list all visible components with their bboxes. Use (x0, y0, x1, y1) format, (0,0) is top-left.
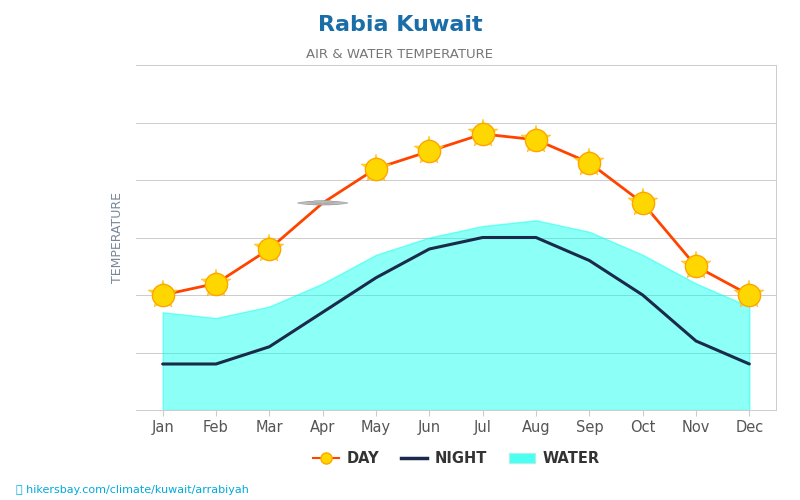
Circle shape (304, 201, 342, 205)
Legend: DAY, NIGHT, WATER: DAY, NIGHT, WATER (307, 445, 605, 471)
Circle shape (324, 202, 348, 204)
Text: 📍 hikersbay.com/climate/kuwait/arrabiyah: 📍 hikersbay.com/climate/kuwait/arrabiyah (16, 485, 249, 495)
Circle shape (298, 202, 321, 204)
Text: Rabia Kuwait: Rabia Kuwait (318, 15, 482, 35)
Circle shape (311, 200, 334, 203)
Y-axis label: TEMPERATURE: TEMPERATURE (111, 192, 124, 283)
Text: AIR & WATER TEMPERATURE: AIR & WATER TEMPERATURE (306, 48, 494, 60)
